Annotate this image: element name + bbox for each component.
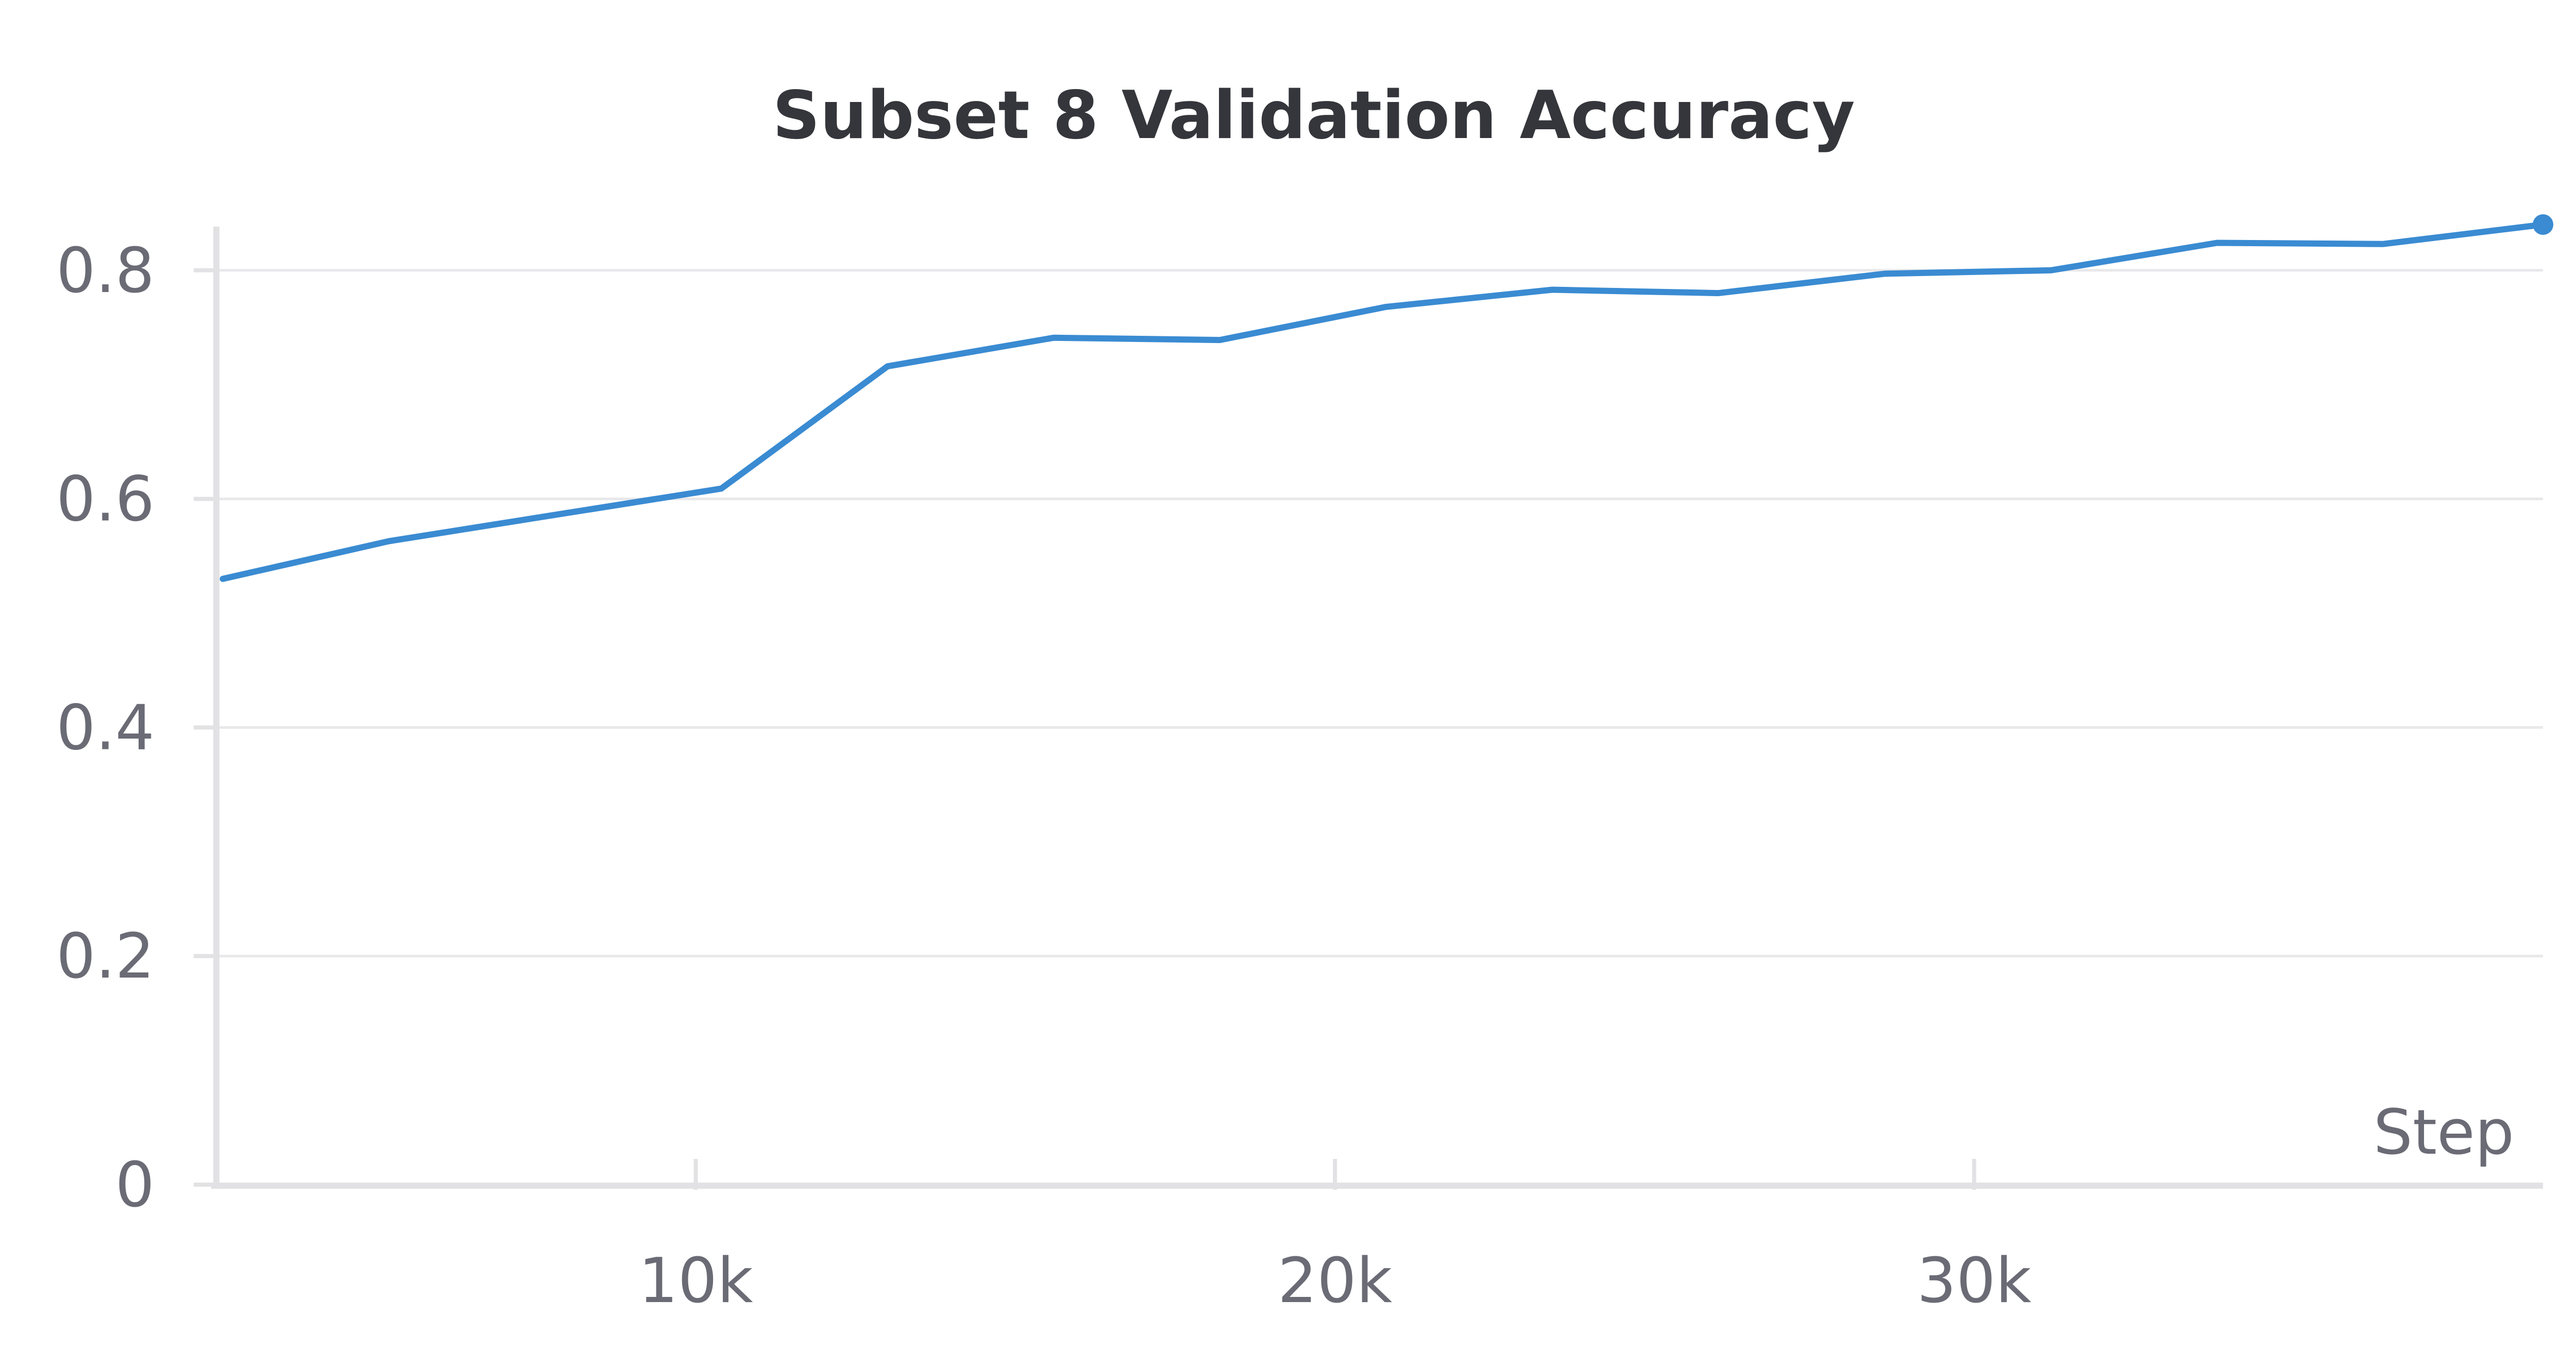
series-endpoint-marker <box>2533 214 2553 235</box>
x-tick-label: 10k <box>638 1245 753 1317</box>
series-layer <box>219 214 2553 582</box>
y-tick-label: 0.6 <box>56 464 155 536</box>
x-tick-label: 30k <box>1917 1245 2032 1317</box>
grid-lines <box>216 269 2543 957</box>
y-tick-label: 0.4 <box>56 692 155 764</box>
y-tick-label: 0.2 <box>56 921 155 993</box>
y-tick-label: 0.8 <box>56 235 155 307</box>
x-tick-label: 20k <box>1278 1245 1393 1317</box>
series-line <box>219 221 2546 582</box>
axes <box>211 227 2543 1189</box>
x-axis-label: Step <box>2374 1097 2514 1169</box>
y-tick-label: 0 <box>115 1150 155 1221</box>
chart-title: Subset 8 Validation Accuracy <box>773 77 1855 154</box>
axis-ticks: 0 0.2 0.4 0.6 0.8 10k 20k 30k <box>56 235 2031 1317</box>
